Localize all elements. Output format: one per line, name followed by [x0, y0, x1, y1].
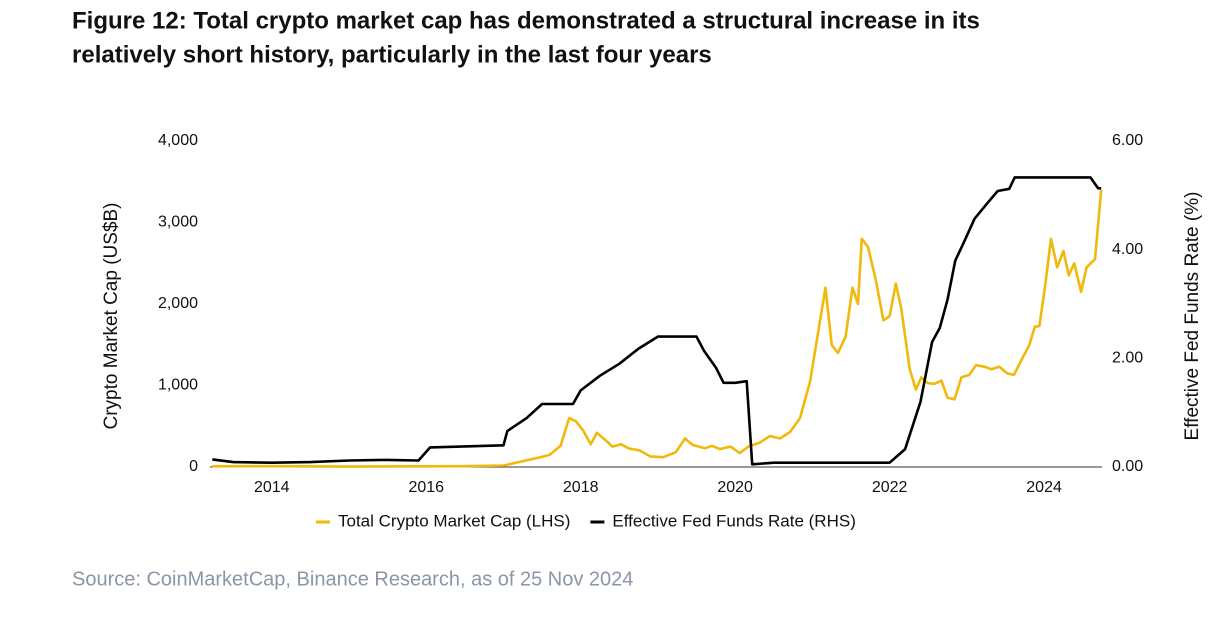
x-tick-label: 2016: [408, 479, 444, 496]
series-line: [212, 176, 1102, 466]
y-axis-title: Crypto Market Cap (US$B): [101, 202, 122, 429]
y-tick-label: 1,000: [158, 377, 198, 394]
series-line: [212, 189, 1103, 468]
y2-tick-label: 6.00: [1112, 132, 1143, 149]
source-note: Source: CoinMarketCap, Binance Research,…: [72, 568, 633, 590]
chart-title: Figure 12: Total crypto market cap has d…: [72, 7, 980, 34]
y2-tick-label: 0.00: [1112, 458, 1143, 475]
legend-label: Total Crypto Market Cap (LHS): [338, 511, 570, 530]
y2-axis-title: Effective Fed Funds Rate (%): [1182, 192, 1203, 441]
y-tick-label: 3,000: [158, 214, 198, 231]
y-tick-label: 2,000: [158, 295, 198, 312]
legend-label: Effective Fed Funds Rate (RHS): [612, 511, 855, 530]
x-tick-label: 2022: [872, 479, 908, 496]
x-tick-label: 2014: [254, 479, 290, 496]
y-tick-label: 0: [189, 458, 198, 475]
y2-tick-label: 4.00: [1112, 241, 1143, 258]
x-tick-label: 2020: [717, 479, 753, 496]
y-tick-label: 4,000: [158, 132, 198, 149]
y2-tick-label: 2.00: [1112, 350, 1143, 367]
chart-title: relatively short history, particularly i…: [72, 41, 712, 68]
x-tick-label: 2024: [1026, 479, 1062, 496]
x-tick-label: 2018: [563, 479, 599, 496]
